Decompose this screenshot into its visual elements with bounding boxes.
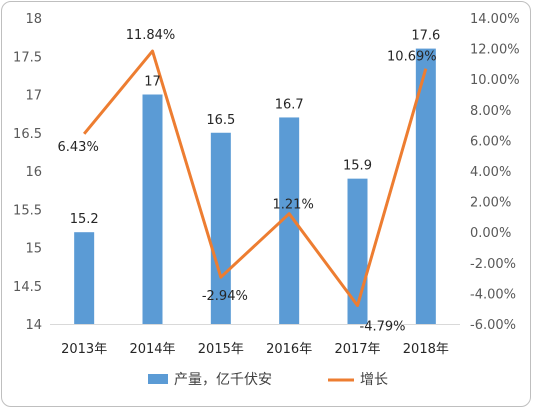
bar-value-label: 17 [144, 75, 161, 90]
line-value-label: -2.94% [202, 289, 248, 304]
growth-line [83, 49, 428, 307]
line-value-label: 1.21% [273, 198, 314, 213]
y-left-tick-label: 17 [25, 89, 42, 104]
y-right-tick-label: 8.00% [470, 104, 511, 119]
x-tick-label: 2016年 [266, 342, 312, 357]
bar-value-label: 17.6 [411, 29, 440, 44]
line-value-label: 6.43% [58, 140, 99, 155]
x-tick-label: 2018年 [403, 342, 449, 357]
x-tick-label: 2013年 [61, 342, 107, 357]
bar [142, 94, 163, 324]
line-value-label: 11.84% [126, 28, 176, 43]
y-right-tick-label: 2.00% [470, 196, 511, 211]
y-left-tick-label: 14.5 [13, 280, 42, 295]
legend-swatch-bar [148, 374, 168, 384]
y-right-tick-label: 0.00% [470, 226, 511, 241]
y-left-tick-label: 15.5 [13, 203, 42, 218]
y-left-tick-label: 14 [25, 318, 42, 333]
bar-value-label: 15.2 [70, 212, 99, 227]
y-left-tick-label: 16 [25, 165, 42, 180]
legend-label-bar: 产量，亿千伏安 [174, 372, 272, 388]
legend: 产量，亿千伏安 增长 [148, 372, 388, 388]
bar [279, 117, 300, 324]
y-left-tick-label: 18 [25, 12, 42, 27]
y-right-tick-label: 14.00% [470, 12, 520, 27]
y-left-tick-label: 15 [25, 242, 42, 257]
y-right-tick-label: 12.00% [470, 43, 520, 58]
line-value-label: 10.69% [387, 50, 437, 65]
line-value-label: -4.79% [360, 319, 406, 334]
legend-label-line: 增长 [360, 372, 388, 388]
line-layer [83, 49, 428, 307]
x-tick-label: 2017年 [334, 342, 380, 357]
y-right-tick-label: -2.00% [470, 257, 516, 272]
y-right-tick-label: -6.00% [470, 318, 516, 333]
y-left-tick-label: 17.5 [13, 50, 42, 65]
bar [415, 48, 436, 324]
bars-layer [74, 48, 436, 324]
y-right-tick-label: -4.00% [470, 287, 516, 302]
bar-value-label: 16.5 [206, 113, 235, 128]
y-right-tick-label: 6.00% [470, 134, 511, 149]
y-right-tick-label: 4.00% [470, 165, 511, 180]
y-left-tick-label: 16.5 [13, 127, 42, 142]
bar-value-label: 16.7 [275, 97, 304, 112]
x-tick-label: 2014年 [129, 342, 175, 357]
bar-value-label: 15.9 [343, 159, 372, 174]
y-right-tick-label: 10.00% [470, 73, 520, 88]
labels-layer: 15.2 17 16.5 16.7 15.9 17.6 6.43% 11.84% -2.94% 1… [58, 28, 441, 334]
axes-layer: 14 14.5 15 15.5 16 16.5 17 17.5 18 -6.00% -4.00% -2… [13, 12, 520, 357]
bar [210, 132, 231, 324]
bar [74, 232, 95, 324]
x-tick-label: 2015年 [198, 342, 244, 357]
